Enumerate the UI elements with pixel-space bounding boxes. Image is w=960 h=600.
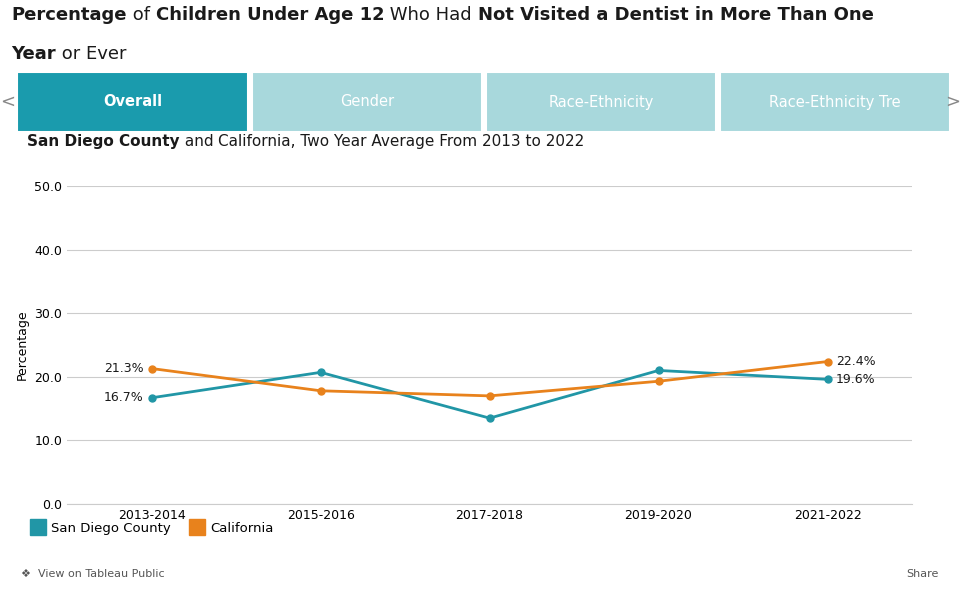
Text: California, Two Year Average From 2013 to 2022: California, Two Year Average From 2013 t… — [218, 134, 585, 149]
Text: Who Had: Who Had — [384, 6, 478, 24]
Text: 21.3%: 21.3% — [104, 362, 143, 375]
Text: >: > — [945, 93, 960, 111]
FancyBboxPatch shape — [720, 72, 950, 132]
FancyBboxPatch shape — [486, 72, 716, 132]
Text: 19.6%: 19.6% — [836, 373, 876, 386]
Text: San Diego County: San Diego County — [27, 134, 180, 149]
Text: Year: Year — [12, 44, 56, 62]
Text: Race-Ethnicity Tre: Race-Ethnicity Tre — [769, 94, 901, 109]
Text: 22.4%: 22.4% — [836, 355, 876, 368]
Text: Overall: Overall — [103, 94, 162, 109]
Text: Share: Share — [906, 569, 939, 578]
Text: of: of — [127, 6, 156, 24]
Text: and: and — [180, 134, 218, 149]
Text: ❖  View on Tableau Public: ❖ View on Tableau Public — [21, 569, 165, 578]
Text: Percentage: Percentage — [12, 6, 127, 24]
FancyBboxPatch shape — [17, 72, 248, 132]
Legend: San Diego County, California: San Diego County, California — [26, 517, 278, 540]
Text: or Ever: or Ever — [56, 44, 127, 62]
Text: Not Visited a Dentist in More Than One: Not Visited a Dentist in More Than One — [478, 6, 874, 24]
Text: <: < — [0, 93, 15, 111]
FancyBboxPatch shape — [252, 72, 482, 132]
Text: 16.7%: 16.7% — [104, 391, 143, 404]
Text: Children Under Age 12: Children Under Age 12 — [156, 6, 384, 24]
Text: Race-Ethnicity: Race-Ethnicity — [548, 94, 654, 109]
Y-axis label: Percentage: Percentage — [15, 310, 29, 380]
Text: Gender: Gender — [340, 94, 394, 109]
